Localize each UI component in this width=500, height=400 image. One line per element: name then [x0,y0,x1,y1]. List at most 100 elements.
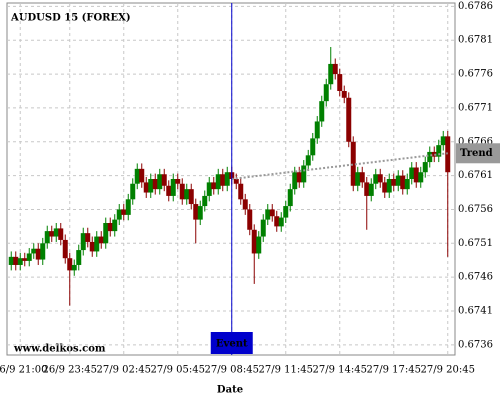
candle-body [278,217,284,227]
candle-body [314,121,320,139]
candle-body [184,189,190,200]
candle-body [323,84,329,102]
x-tick-label: 27/9 20:45 [421,365,475,376]
candle-body [121,209,127,215]
candle-body [179,183,185,200]
candle-body [161,174,167,186]
x-tick-label: 26/9 23:45 [43,365,97,376]
candle-body [377,174,383,183]
candle-body [260,219,266,237]
candle-body [220,174,226,186]
trend-label: Trend [460,148,493,159]
candle-body [193,204,199,220]
y-tick-label: 0.6776 [458,69,493,80]
trend-line [231,152,448,180]
candle-body [170,179,176,196]
candle-body [98,236,104,244]
y-tick-label: 0.6746 [458,272,493,283]
candle-body [332,63,338,75]
candle-body [89,241,95,252]
candle-body [391,179,397,186]
candle-body [301,165,307,183]
candle-body [440,136,446,146]
candle-body [188,189,194,205]
candle-body [368,183,374,196]
y-tick-label: 0.6736 [458,339,493,350]
candle-body [58,228,64,240]
candle-body [292,172,298,190]
candle-body [256,236,262,254]
candle-body [71,264,77,271]
event-label-box [210,332,253,354]
y-tick-label: 0.6761 [458,170,493,181]
candle-body [328,63,334,85]
x-tick-label: 26/9 21:00 [0,365,47,376]
candle-body [134,168,140,184]
candle-body [242,199,248,210]
candle-body [247,209,253,230]
candle-body [22,258,28,261]
x-tick-label: 27/9 11:45 [259,365,313,376]
candle-body [373,174,379,184]
candle-body [413,167,419,183]
event-label: Event [216,339,248,350]
y-tick-label: 0.6751 [458,238,493,249]
candle-body [197,206,203,220]
candle-body [8,256,14,265]
candle-body [211,182,217,190]
y-tick-label: 0.6741 [458,306,493,317]
candle-body [238,183,244,200]
candle-body [80,233,86,251]
candle-body [310,138,316,156]
y-tick-label: 0.6771 [458,102,493,113]
candle-body [157,174,163,190]
candle-body [305,155,311,166]
candle-body [67,258,73,271]
candle-body [341,91,347,98]
candle-body [386,179,392,193]
candle-body [206,182,212,196]
candle-body [382,182,388,193]
candle-body [233,179,239,184]
x-tick-label: 27/9 14:45 [313,365,367,376]
candle-body [359,172,365,183]
candle-body [143,182,149,193]
candle-body [112,219,118,232]
candle-body [139,168,145,183]
candle-body [202,195,208,207]
chart-title: AUDUSD 15 (FOREX) [10,13,131,24]
candle-body [166,185,172,196]
candle-body [152,179,158,190]
candle-body [103,223,109,244]
candle-body [404,179,410,190]
candle-body [215,174,221,190]
candle-body [418,172,424,183]
candle-body [436,145,442,157]
candle-body [17,258,23,265]
x-tick-label: 27/9 17:45 [367,365,421,376]
candle-body [364,182,370,196]
candle-body [265,209,271,220]
candle-body [296,172,302,183]
candle-body [49,231,55,237]
candle-body [40,243,46,260]
candle-body [355,172,361,186]
candle-body [346,97,352,142]
candle-body [13,256,19,265]
x-tick-label: 27/9 08:45 [205,365,259,376]
candle-body [251,229,257,254]
y-tick-label: 0.6756 [458,204,493,215]
candle-body [31,248,37,254]
candle-body [400,175,406,190]
candle-body [350,141,356,186]
candle-body [44,231,50,244]
candle-body [125,199,131,215]
candle-body [94,236,100,252]
y-tick-label: 0.6766 [458,136,493,147]
candle-body [287,189,293,207]
candle-body [224,172,230,186]
candle-body [319,101,325,122]
candle-body [395,175,401,186]
candle-body [130,183,136,200]
